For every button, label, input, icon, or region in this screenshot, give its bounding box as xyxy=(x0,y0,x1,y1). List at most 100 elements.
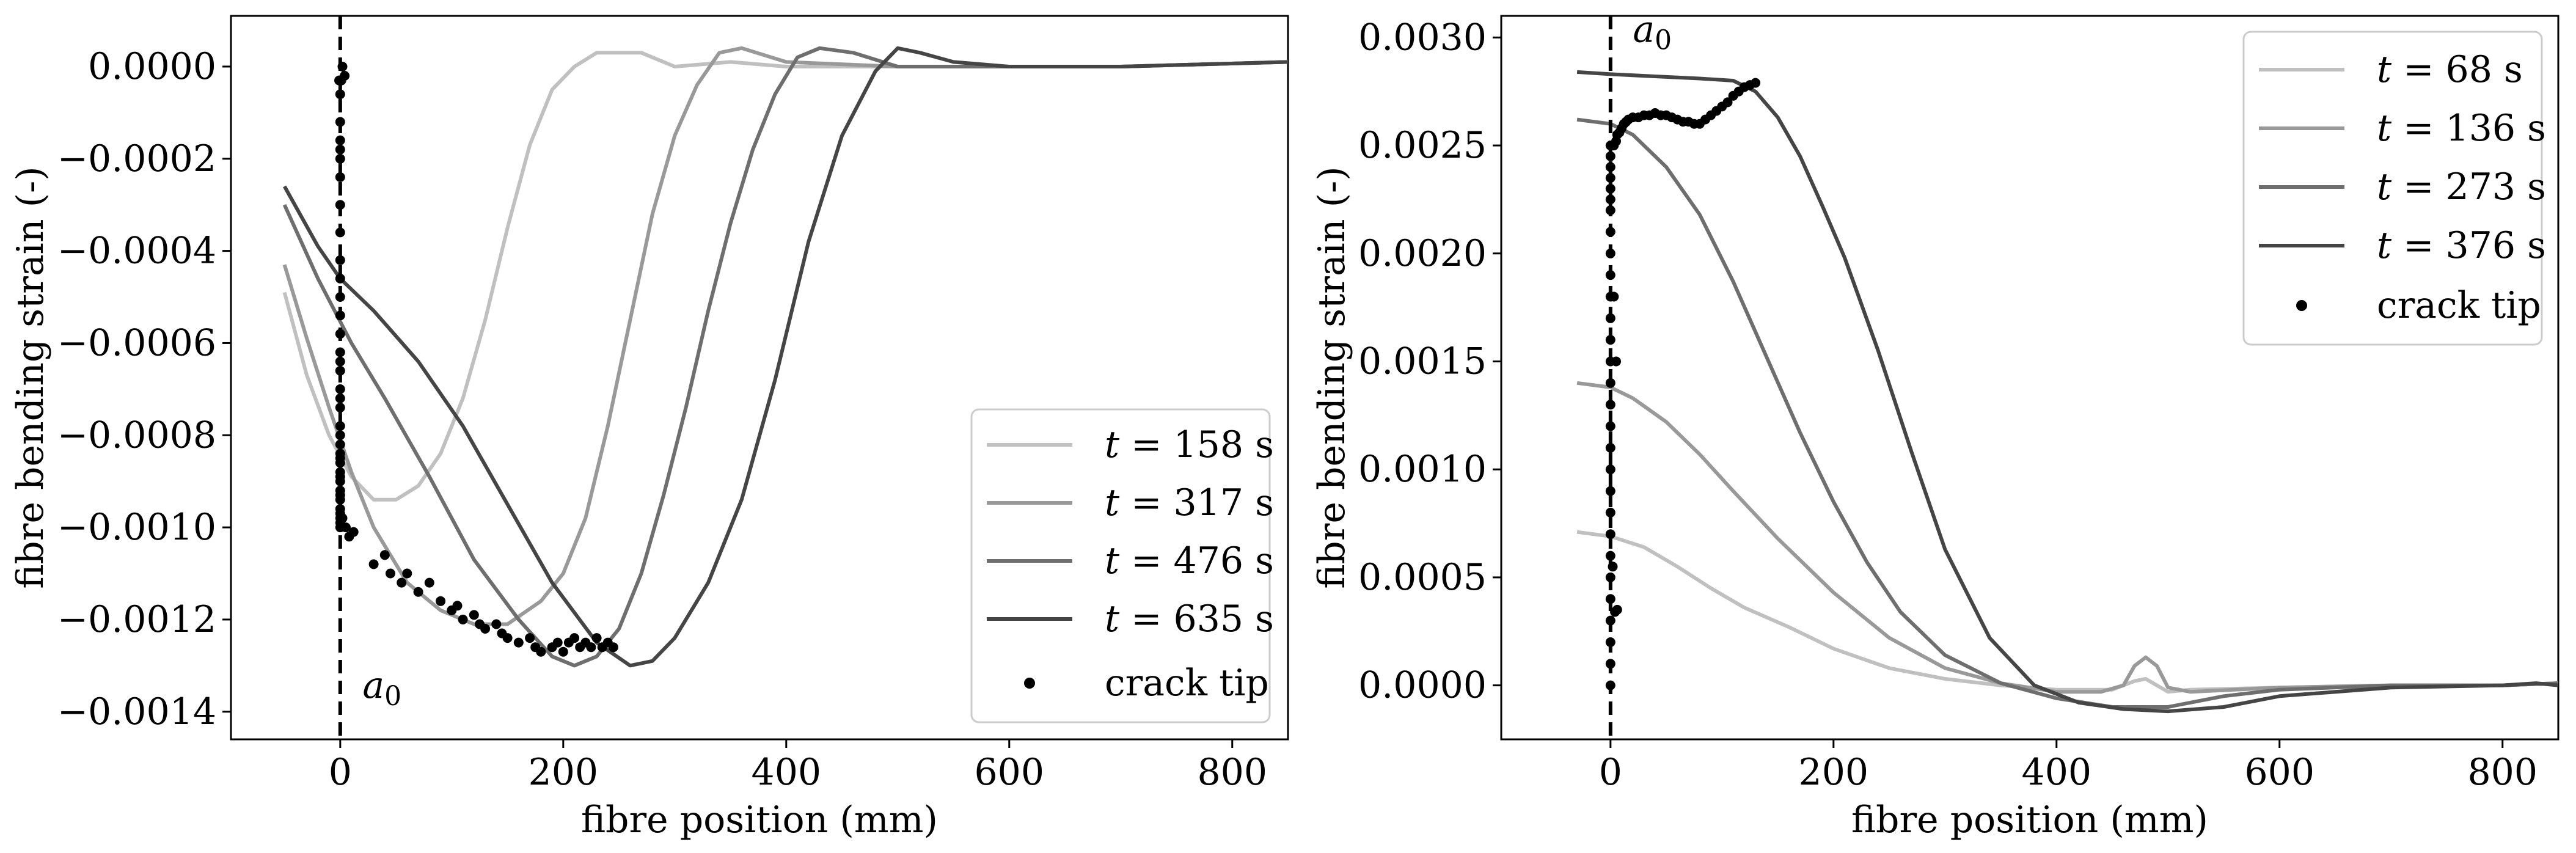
right-y-axis: 0.0000 0.0005 0.0010 0.0015 0.0020 0.0025 0.00… xyxy=(1358,16,1501,707)
right-crack-tip-point xyxy=(1605,378,1615,388)
left-x-axis-label: fibre position (mm) xyxy=(581,799,938,841)
left-legend-label-t635: t = 635 s xyxy=(1105,598,1274,640)
left-a0-annotation: a0 xyxy=(362,664,401,712)
right-legend-label-t136: t = 136 s xyxy=(2377,107,2546,150)
left-crack-tip-point xyxy=(335,200,345,210)
left-y-tick-label: 0.0000 xyxy=(88,45,216,88)
right-y-tick-label: 0.0010 xyxy=(1358,448,1487,491)
right-y-tick-label: 0.0000 xyxy=(1358,664,1487,707)
left-crack-tip-point xyxy=(335,356,345,367)
right-a0-annotation: a0 xyxy=(1633,8,1672,56)
left-crack-tip-point xyxy=(335,347,345,357)
left-crack-tip-point xyxy=(608,642,618,653)
right-crack-tip-point xyxy=(1605,680,1615,690)
right-series-line-t-136-s xyxy=(1576,381,2558,694)
right-crack-tip-point xyxy=(1605,270,1615,280)
left-crack-tip-point xyxy=(335,490,345,500)
left-crack-tip-point xyxy=(335,292,345,302)
left-crack-tip-point xyxy=(569,633,580,643)
left-series-line-t-158-s xyxy=(282,51,1288,502)
left-crack-tip-point xyxy=(335,403,345,412)
right-a0-letter: a xyxy=(1633,8,1655,51)
left-a0-letter: a xyxy=(362,664,384,707)
left-x-axis: 0 200 400 600 800 xyxy=(329,739,1267,794)
left-crack-tip-point xyxy=(469,610,479,620)
left-crack-tip-point xyxy=(452,601,463,611)
left-x-tick-label: 200 xyxy=(529,751,599,794)
left-y-tick-label: −0.0002 xyxy=(57,137,216,180)
right-crack-tip-point xyxy=(1608,562,1618,572)
left-crack-tip-point xyxy=(337,62,348,71)
right-y-tick-label: 0.0030 xyxy=(1358,16,1487,59)
right-crack-tip-point xyxy=(1612,604,1622,615)
left-y-tick-label: −0.0008 xyxy=(57,414,216,456)
right-crack-tip-point xyxy=(1722,97,1733,108)
left-x-tick-label: 600 xyxy=(975,751,1045,794)
left-series-line-t-317-s xyxy=(282,46,1288,626)
left-legend-label-crack-tip: crack tip xyxy=(1105,662,1269,705)
right-x-axis-label: fibre position (mm) xyxy=(1851,799,2208,841)
left-crack-tip-point xyxy=(552,637,563,648)
left-crack-tip-point xyxy=(335,384,345,394)
left-legend-box xyxy=(970,408,1271,723)
right-legend-label-crack-tip: crack tip xyxy=(2377,284,2541,327)
left-crack-tip-point xyxy=(480,624,491,634)
left-crack-tip-point xyxy=(336,75,346,86)
left-series-group xyxy=(282,16,1288,739)
right-x-tick-label: 200 xyxy=(1799,751,1869,794)
left-crack-tip-point xyxy=(558,646,568,657)
left-crack-tip-point xyxy=(335,472,345,482)
left-crack-tip-point xyxy=(335,365,345,376)
right-crack-tip-point xyxy=(1605,529,1615,540)
left-crack-tip-point xyxy=(513,637,524,648)
right-crack-tip-point xyxy=(1605,400,1615,410)
left-crack-tip-point xyxy=(458,614,468,624)
right-a0-subscript: 0 xyxy=(1655,24,1672,56)
left-plot-area xyxy=(282,16,1288,739)
left-series-line-t-476-s xyxy=(282,46,1288,668)
left-crack-tip-point xyxy=(337,513,348,523)
left-crack-tip-point xyxy=(335,439,345,450)
left-crack-tip-point xyxy=(335,255,345,265)
left-crack-tip-point xyxy=(586,642,596,653)
left-x-tick-label: 400 xyxy=(752,751,822,794)
right-crack-tip-point xyxy=(1605,205,1615,216)
right-y-tick-label: 0.0005 xyxy=(1358,556,1487,599)
left-crack-tip-point xyxy=(335,227,345,238)
left-chart: 0 200 400 600 800 0.0000 −0.0002 −0.0004 −0.000… xyxy=(9,15,1289,841)
left-crack-tip-point xyxy=(335,135,345,145)
left-crack-tip-point xyxy=(335,144,345,155)
left-y-tick-label: −0.0004 xyxy=(57,230,216,273)
right-x-tick-label: 800 xyxy=(2467,751,2538,794)
left-legend: t = 158 s t = 317 s t = 476 s t = 635 s … xyxy=(970,408,1274,723)
right-crack-tip-point xyxy=(1605,551,1615,561)
right-crack-tip-point xyxy=(1611,356,1621,367)
right-crack-tip-point xyxy=(1605,248,1615,258)
left-y-axis-label: fibre bending strain (-) xyxy=(9,166,52,588)
left-crack-tip-point xyxy=(335,393,345,403)
right-crack-tip-point xyxy=(1605,335,1615,345)
right-crack-tip-point xyxy=(1605,572,1615,582)
right-legend-label-t273: t = 273 s xyxy=(2377,166,2546,208)
right-series-line-t-273-s xyxy=(1576,117,2558,709)
right-crack-tip-point xyxy=(1605,227,1615,237)
right-legend-label-t68: t = 68 s xyxy=(2377,48,2523,91)
right-legend-label-t376: t = 376 s xyxy=(2377,224,2546,267)
right-legend: t = 68 s t = 136 s t = 273 s t = 376 s c… xyxy=(2242,31,2546,346)
left-crack-tip-point xyxy=(335,153,345,164)
left-y-tick-label: −0.0012 xyxy=(57,598,216,641)
right-crack-tip-point xyxy=(1605,659,1615,669)
right-y-tick-label: 0.0015 xyxy=(1358,340,1487,383)
left-legend-label-t158: t = 158 s xyxy=(1105,423,1274,466)
right-chart: 0 200 400 600 800 0.00000.00050.00100.00150.… xyxy=(1311,8,2560,841)
left-crack-tip-point xyxy=(386,568,395,579)
left-crack-tip-point xyxy=(335,329,345,339)
left-crack-tip-point xyxy=(368,559,379,569)
left-y-tick-label: −0.0010 xyxy=(57,506,216,549)
right-y-tick-label: 0.0020 xyxy=(1358,232,1487,275)
left-crack-tip-point xyxy=(536,646,546,657)
right-crack-tip-point xyxy=(1605,507,1615,518)
left-crack-tip-point xyxy=(335,273,345,284)
right-crack-tip-point xyxy=(1605,615,1615,626)
left-crack-tip-point xyxy=(335,430,345,441)
